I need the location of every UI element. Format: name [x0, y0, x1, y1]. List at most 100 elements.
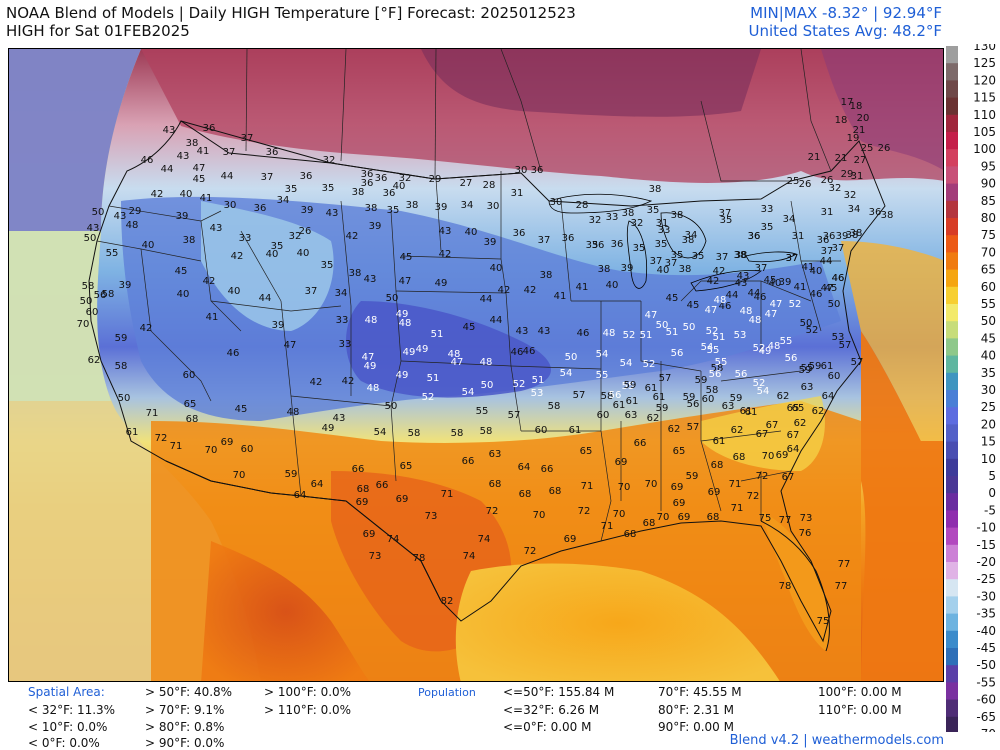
station-temp-label: 57 — [508, 410, 521, 421]
station-temp-label: 46 — [523, 346, 536, 357]
station-temp-label: 47 — [399, 276, 412, 287]
station-temp-label: 60 — [828, 371, 841, 382]
station-temp-label: 39 — [621, 263, 634, 274]
station-temp-label: 32 — [289, 231, 302, 242]
station-temp-label: 35 — [633, 243, 646, 254]
station-temp-label: 37 — [241, 133, 254, 144]
station-temp-label: 51 — [640, 330, 653, 341]
station-temp-label: 67 — [787, 430, 800, 441]
hudson-region — [421, 49, 761, 117]
colorbar-legend: 130 125 120 115 110 105 100 95 90 85 80 75 70 65 60 55 5… — [946, 44, 1000, 732]
station-temp-label: 51 — [532, 375, 545, 386]
station-temp-label: 70 — [645, 479, 658, 490]
population-below-32: <=32°F: 6.26 M — [503, 703, 600, 717]
population-80: 80°F: 2.31 M — [658, 703, 734, 717]
temperature-map: 36 37 32 36 43 38 41 37 43 46 44 47 45 44 37 36 35 35 36 36… — [8, 48, 944, 682]
colorbar-swatch — [946, 613, 958, 632]
station-temp-label: 58 — [711, 363, 724, 374]
colorbar-swatch — [946, 510, 958, 529]
station-temp-label: 58 — [601, 391, 614, 402]
station-temp-label: 70 — [533, 510, 546, 521]
station-temp-label: 31 — [821, 207, 834, 218]
station-temp-label: 70 — [762, 451, 775, 462]
station-temp-label: 68 — [733, 452, 746, 463]
station-temp-label: 37 — [716, 252, 729, 263]
station-temp-label: 35 — [692, 251, 705, 262]
station-temp-label: 38 — [352, 187, 365, 198]
station-temp-label: 33 — [336, 315, 349, 326]
station-temp-label: 46 — [577, 328, 590, 339]
station-temp-label: 49 — [396, 309, 409, 320]
station-temp-label: 26 — [299, 226, 312, 237]
colorbar-tick-label: 105 — [973, 125, 996, 139]
station-temp-label: 43 — [87, 223, 100, 234]
station-temp-label: 64 — [822, 391, 835, 402]
station-temp-label: 33 — [761, 204, 774, 215]
station-temp-label: 44 — [726, 290, 739, 301]
station-temp-label: 59 — [285, 469, 298, 480]
station-temp-label: 64 — [518, 462, 531, 473]
station-temp-label: 63 — [625, 410, 638, 421]
station-temp-label: 36 — [817, 235, 830, 246]
station-temp-label: 65 — [792, 403, 805, 414]
station-temp-label: 60 — [241, 444, 254, 455]
station-temp-label: 49 — [322, 423, 335, 434]
station-temp-label: 37 — [786, 253, 799, 264]
station-temp-label: 68 — [549, 486, 562, 497]
colorbar-tick-label: 55 — [981, 297, 996, 311]
colorbar-tick-label: 0 — [988, 486, 996, 500]
population-below-50: <=50°F: 155.84 M — [503, 685, 615, 699]
station-temp-label: 73 — [800, 513, 813, 524]
rockies-light — [201, 201, 334, 331]
station-temp-label: 33 — [658, 225, 671, 236]
map-title: NOAA Blend of Models | Daily HIGH Temper… — [6, 4, 576, 22]
station-temp-label: 38 — [365, 203, 378, 214]
station-temp-label: 47 — [362, 352, 375, 363]
station-temp-label: 49 — [396, 370, 409, 381]
station-temp-label: 36 — [375, 173, 388, 184]
station-temp-label: 34 — [277, 195, 290, 206]
station-temp-label: 37 — [755, 263, 768, 274]
station-temp-label: 54 — [701, 342, 714, 353]
station-temp-label: 68 — [624, 529, 637, 540]
station-temp-label: 36 — [361, 178, 374, 189]
station-temp-label: 58 — [82, 281, 95, 292]
station-temp-label: 72 — [747, 491, 760, 502]
station-temp-label: 36 — [513, 228, 526, 239]
station-temp-label: 69 — [615, 457, 628, 468]
station-temp-label: 44 — [820, 256, 833, 267]
station-temp-label: 60 — [702, 394, 715, 405]
station-temp-label: 69 — [221, 437, 234, 448]
spatial-above-50: > 50°F: 40.8% — [145, 685, 233, 699]
station-temp-label: 71 — [581, 481, 594, 492]
station-temp-label: 62 — [647, 413, 660, 424]
lake-huron — [660, 212, 707, 259]
station-temp-label: 43 — [163, 125, 176, 136]
station-temp-label: 69 — [671, 482, 684, 493]
station-temp-label: 30 — [515, 165, 528, 176]
colorbar-tick-label: -20 — [976, 555, 996, 569]
colorbar-swatch — [946, 200, 958, 219]
station-temp-label: 59 — [656, 403, 669, 414]
station-temp-label: 70 — [613, 509, 626, 520]
station-temp-label: 21 — [835, 153, 848, 164]
station-temp-label: 37 — [261, 172, 274, 183]
station-temp-label: 58 — [408, 428, 421, 439]
colorbar-tick-label: 20 — [981, 417, 996, 431]
population-below-0: <=0°F: 0.00 M — [503, 720, 592, 734]
station-temp-label: 28 — [576, 200, 589, 211]
station-temp-label: 52 — [706, 326, 719, 337]
station-temp-label: 36 — [592, 240, 605, 251]
station-temp-label: 58 — [115, 361, 128, 372]
station-temp-label: 32 — [589, 215, 602, 226]
station-temp-label: 65 — [673, 446, 686, 457]
colorbar-swatch — [946, 699, 958, 718]
station-temp-label: 38 — [850, 228, 863, 239]
station-temp-label: 41 — [197, 146, 210, 157]
colorbar-swatch — [946, 596, 958, 615]
colorbar-swatch — [946, 149, 958, 167]
station-temp-label: 31 — [656, 218, 669, 229]
station-temp-label: 55 — [622, 381, 635, 392]
station-temp-label: 32 — [631, 218, 644, 229]
